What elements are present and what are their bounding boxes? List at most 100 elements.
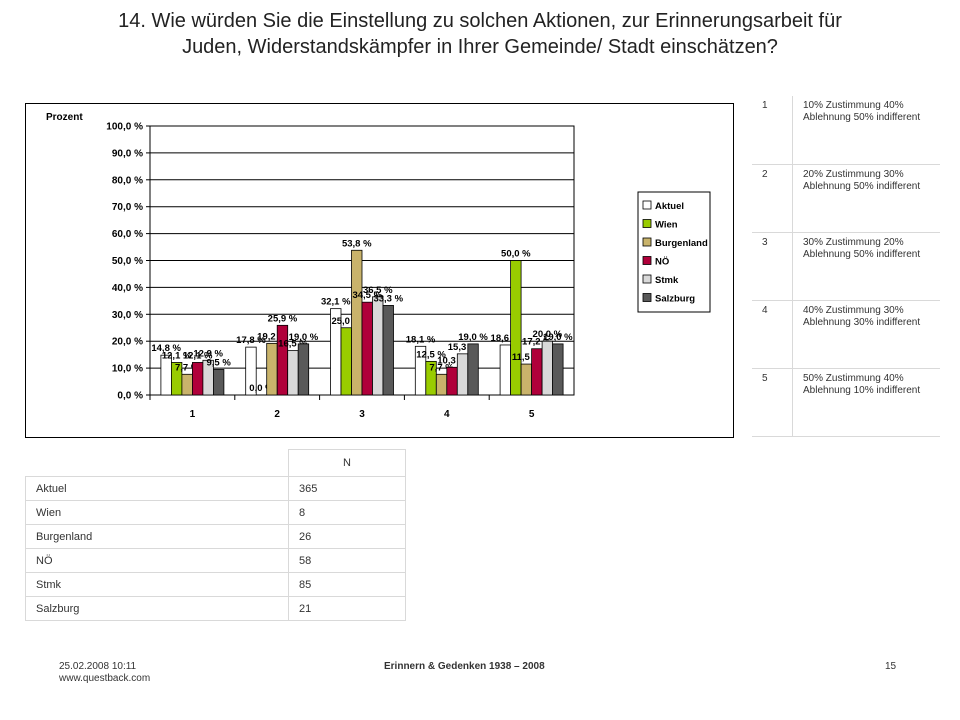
bar-salzburg [297,343,310,396]
y-tick-label: 90,0 % [112,148,143,159]
x-tick-label: 2 [274,409,280,420]
data-label: 25,9 % [268,313,298,324]
x-tick-label: 1 [190,409,196,420]
y-tick-label: 80,0 % [112,175,143,186]
answer-key-table: 1 10% Zustimmung 40% Ablehnung 50% indiff… [752,96,940,437]
data-label: 12,5 % [416,349,446,360]
data-label: 18,1 % [406,334,436,345]
data-label: 33,3 % [373,293,403,304]
data-label: 19,0 % [458,332,488,343]
sample-size-value: 58 [288,548,406,573]
sample-size-header-empty [25,449,289,477]
answer-key-number: 1 [752,96,793,165]
footer-timestamp: 25.02.2008 10:11 [59,661,137,672]
legend-label: Wien [655,220,678,231]
legend-swatch [642,219,652,228]
sample-size-value: 85 [288,572,406,597]
answer-key-number: 5 [752,368,793,437]
sample-size-row: Aktuel 365 [25,476,406,501]
legend-label: NÖ [655,257,669,268]
data-label: 12,1 % [183,350,213,361]
y-tick-label: 30,0 % [112,310,143,321]
sample-size-row: NÖ 58 [25,548,406,573]
sample-size-group: Burgenland [25,524,289,549]
answer-key-number: 3 [752,232,793,301]
answer-key-number: 4 [752,300,793,369]
footer-page-number: 15 [885,661,897,672]
answer-key-row: 2 20% Zustimmung 30% Ablehnung 50% indiff… [752,164,940,233]
bar-aktuel [245,346,257,396]
data-label: 16,5 % [278,339,308,350]
bar-salzburg [552,343,564,396]
sample-size-group: NÖ [25,548,289,573]
y-axis-title: Prozent [46,112,83,123]
bar-burgenland [181,373,193,396]
y-tick-label: 40,0 % [112,283,143,294]
data-label: 15,3 % [448,342,478,353]
bar-salzburg [467,343,479,396]
x-tick-label: 5 [529,409,535,420]
bar-wien [510,260,522,396]
legend-swatch [642,274,652,284]
y-tick-label: 10,0 % [112,364,143,375]
data-label: 7,7 % [429,362,454,373]
data-label: 32,1 % [321,297,351,308]
legend-label: Burgenland [655,238,708,249]
sample-size-row: Burgenland 26 [25,524,406,549]
data-label: 17,2 % [522,337,552,348]
bar-burgenland [520,363,533,396]
y-tick-label: 0,0 % [117,391,143,402]
data-label: 10,3 % [437,355,467,366]
answer-key-row: 4 40% Zustimmung 30% Ablehnung 30% indiff… [752,300,940,369]
data-label: 18,6 % [491,333,521,344]
answer-key-text: 40% Zustimmung 30% Ablehnung 30% indiffe… [792,300,940,369]
sample-size-table: N Aktuel 365 Wien 8 Burgenland 26 NÖ 58 Stmk 85 Sa… [25,449,406,621]
legend-label: Aktuel [655,201,684,212]
answer-key-text: 30% Zustimmung 20% Ablehnung 50% indiffe… [792,232,940,301]
data-label: 19,2 % [257,331,287,342]
sample-size-row: Stmk 85 [25,572,406,597]
bar-nö [446,366,458,396]
data-label: 50,0 % [501,249,531,260]
x-tick-label: 3 [359,409,365,420]
sample-size-header: N [288,449,406,477]
data-label: 19,0 % [543,332,573,343]
data-label: 7,7 % [175,362,200,373]
bar-nö [276,324,289,396]
answer-key-row: 3 30% Zustimmung 20% Ablehnung 50% indiff… [752,232,940,301]
sample-size-value: 26 [288,524,406,549]
x-tick-label: 4 [444,409,450,420]
sample-size-value: 8 [288,500,406,525]
footer-website: www.questback.com [59,673,151,684]
legend-swatch [642,293,652,302]
footer-center: Erinnern & Gedenken 1938 – 2008 [384,661,545,672]
data-label: 20,0 % [533,329,563,340]
bar-wien [340,327,352,396]
bar-stmk [372,296,384,396]
title-line-1: 14. Wie würden Sie die Einstellung zu so… [118,10,842,32]
answer-key-text: 20% Zustimmung 30% Ablehnung 50% indiffe… [792,164,940,233]
bar-salzburg [382,305,394,396]
y-tick-label: 20,0 % [112,337,143,348]
answer-key-text: 10% Zustimmung 40% Ablehnung 50% indiffe… [792,96,940,165]
bar-stmk [287,350,299,396]
data-label: 34,5 % [352,290,382,301]
bar-nö [361,301,373,396]
data-label: 14,8 % [151,343,181,354]
data-label: 0,0 % [249,383,274,394]
y-tick-label: 60,0 % [112,229,143,240]
bar-nö [531,348,543,396]
data-label: 12,1 % [162,350,192,361]
data-label: 36,5 % [363,285,393,296]
bar-burgenland [351,249,363,396]
answer-key-text: 50% Zustimmung 40% Ablehnung 10% indiffe… [792,368,940,437]
bar-burgenland [266,342,278,396]
sample-size-group: Salzburg [25,596,289,621]
sample-size-value: 365 [288,476,406,501]
sample-size-value: 21 [288,596,406,621]
y-tick-label: 70,0 % [112,202,143,213]
data-label: 11,5 % [512,352,542,363]
sample-size-row: Salzburg 21 [25,596,406,621]
data-label: 17,8 % [236,335,266,346]
